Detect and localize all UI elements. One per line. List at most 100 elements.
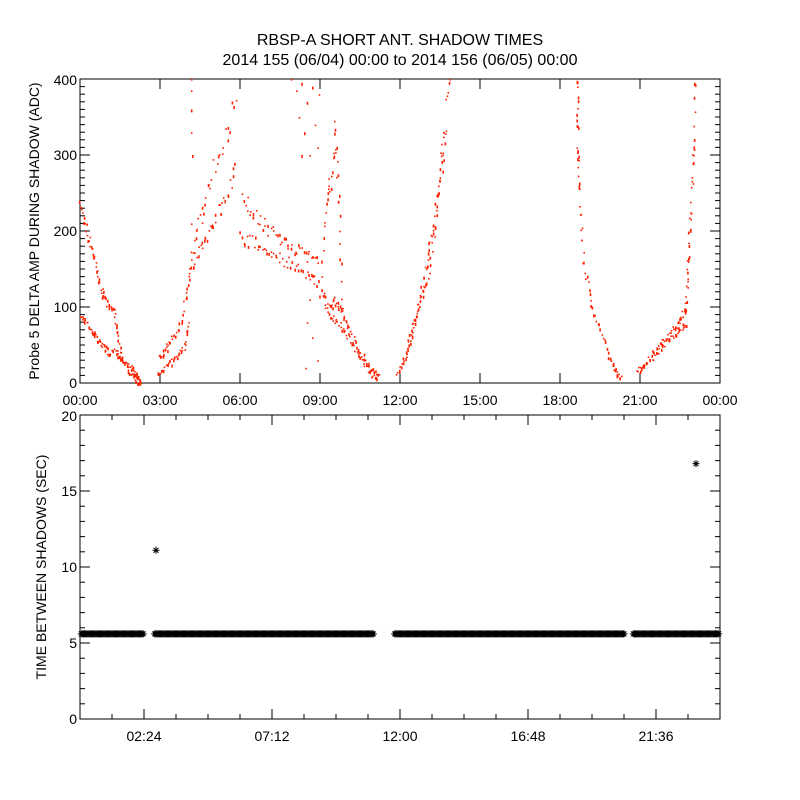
data-point bbox=[442, 170, 444, 174]
data-point bbox=[344, 330, 346, 332]
data-point bbox=[162, 355, 165, 359]
data-point bbox=[361, 356, 363, 358]
data-point bbox=[448, 81, 451, 85]
data-point bbox=[613, 363, 615, 365]
data-point bbox=[400, 366, 403, 370]
data-point bbox=[270, 256, 273, 258]
data-point bbox=[297, 269, 300, 273]
data-point bbox=[434, 236, 436, 238]
data-point bbox=[117, 356, 119, 360]
data-point bbox=[591, 306, 594, 310]
data-point bbox=[577, 150, 579, 152]
x-tick-label: 21:00 bbox=[622, 392, 657, 408]
y-tick-label: 200 bbox=[54, 223, 78, 239]
data-point bbox=[125, 361, 128, 364]
y-tick-label: 400 bbox=[54, 72, 78, 88]
data-point bbox=[95, 334, 97, 336]
data-point bbox=[264, 217, 266, 220]
data-point bbox=[411, 323, 414, 326]
data-point bbox=[93, 332, 95, 336]
data-point bbox=[137, 377, 140, 380]
data-point bbox=[281, 258, 284, 260]
data-point bbox=[327, 303, 329, 305]
data-point bbox=[250, 211, 252, 213]
data-point bbox=[693, 82, 696, 86]
data-point bbox=[590, 300, 592, 302]
data-point bbox=[313, 256, 315, 259]
data-point bbox=[636, 370, 638, 372]
data-point bbox=[346, 327, 349, 330]
data-point bbox=[340, 322, 342, 324]
data-point bbox=[96, 270, 98, 274]
data-point bbox=[687, 261, 690, 263]
data-point bbox=[181, 347, 183, 349]
data-point bbox=[265, 249, 267, 252]
data-point bbox=[275, 257, 278, 259]
data-point bbox=[410, 340, 412, 342]
data-point bbox=[679, 316, 682, 320]
data-point bbox=[658, 353, 660, 355]
data-point bbox=[441, 160, 443, 164]
data-point bbox=[163, 366, 166, 369]
data-point bbox=[287, 248, 289, 250]
data-point bbox=[679, 322, 681, 325]
data-point bbox=[186, 296, 188, 300]
data-point bbox=[678, 329, 680, 333]
data-point bbox=[342, 307, 344, 310]
data-point bbox=[659, 342, 662, 345]
data-point bbox=[332, 320, 335, 322]
data-point bbox=[619, 378, 621, 381]
data-point bbox=[91, 331, 94, 335]
data-point bbox=[396, 372, 399, 374]
data-point bbox=[130, 368, 133, 372]
data-point bbox=[127, 369, 130, 372]
data-point bbox=[160, 370, 163, 373]
data-point bbox=[339, 214, 342, 218]
data-point bbox=[122, 360, 124, 364]
data-point bbox=[662, 346, 664, 349]
data-point bbox=[252, 213, 255, 217]
data-point bbox=[116, 324, 118, 328]
data-point bbox=[372, 368, 375, 372]
data-point bbox=[576, 147, 579, 150]
data-point bbox=[639, 366, 642, 369]
data-point bbox=[416, 312, 419, 315]
data-point bbox=[441, 143, 443, 146]
data-point bbox=[281, 241, 283, 244]
data-point bbox=[108, 306, 110, 309]
data-point bbox=[407, 350, 409, 353]
data-point bbox=[266, 252, 268, 256]
data-point bbox=[121, 358, 124, 362]
data-point bbox=[649, 359, 651, 363]
data-point bbox=[168, 362, 170, 365]
data-point bbox=[687, 280, 689, 283]
data-point bbox=[656, 352, 659, 355]
data-point bbox=[117, 350, 119, 352]
data-point bbox=[300, 269, 303, 273]
data-point bbox=[330, 188, 333, 191]
data-point bbox=[408, 334, 411, 337]
data-point bbox=[446, 95, 449, 98]
data-point bbox=[181, 349, 184, 352]
y-tick-label: 5 bbox=[69, 635, 77, 651]
data-point bbox=[258, 245, 260, 249]
data-point bbox=[576, 113, 578, 117]
data-point bbox=[259, 215, 262, 217]
data-point bbox=[371, 376, 373, 379]
data-point bbox=[351, 343, 353, 347]
data-point bbox=[323, 294, 325, 298]
data-point bbox=[684, 310, 686, 313]
data-point bbox=[661, 338, 664, 341]
data-point bbox=[577, 125, 579, 129]
data-point bbox=[118, 356, 121, 359]
data-point bbox=[105, 345, 108, 349]
x-tick-label: 16:48 bbox=[510, 728, 545, 744]
data-point bbox=[378, 374, 381, 376]
data-point bbox=[443, 132, 445, 134]
data-point bbox=[221, 153, 224, 155]
data-point bbox=[114, 309, 116, 311]
data-point bbox=[687, 271, 689, 275]
data-point bbox=[356, 346, 358, 350]
data-point bbox=[272, 252, 275, 255]
data-point bbox=[333, 155, 336, 159]
